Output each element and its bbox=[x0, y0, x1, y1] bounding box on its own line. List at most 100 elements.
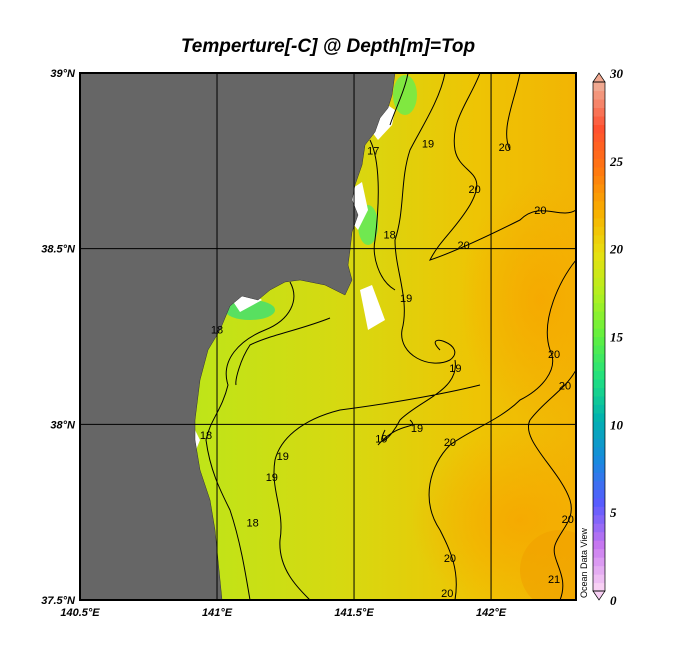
colorbar: 0 5 10 15 20 25 30 bbox=[592, 66, 624, 608]
colorbar-segment bbox=[593, 132, 605, 142]
y-tick-label: 39°N bbox=[50, 68, 76, 80]
colorbar-segment bbox=[593, 531, 605, 541]
warm-patch bbox=[520, 530, 576, 600]
colorbar-segment bbox=[593, 268, 605, 278]
colorbar-segment bbox=[593, 353, 605, 363]
contour-label: 19 bbox=[266, 472, 278, 484]
contour-label: 20 bbox=[444, 437, 456, 449]
colorbar-segment bbox=[593, 548, 605, 558]
contour-label: 20 bbox=[468, 184, 480, 196]
colorbar-segment bbox=[593, 395, 605, 405]
colorbar-segment bbox=[593, 251, 605, 261]
colorbar-segment bbox=[593, 82, 605, 92]
colorbar-segment bbox=[593, 361, 605, 372]
colorbar-tick-label: 30 bbox=[609, 66, 624, 81]
colorbar-segment bbox=[593, 183, 605, 193]
cool-patch bbox=[393, 75, 417, 115]
colorbar-segment bbox=[593, 328, 605, 338]
contour-label: 21 bbox=[548, 574, 560, 586]
colorbar-segment bbox=[593, 124, 605, 134]
colorbar-segment bbox=[593, 480, 605, 490]
contour-label: 20 bbox=[562, 514, 574, 526]
contour-label: 18 bbox=[200, 430, 212, 442]
colorbar-segment bbox=[593, 209, 605, 219]
colorbar-segment bbox=[593, 285, 605, 295]
y-tick-label: 38°N bbox=[50, 419, 76, 431]
colorbar-segment bbox=[593, 429, 605, 439]
colorbar-max-arrow bbox=[592, 72, 606, 83]
contour-label: 19 bbox=[277, 451, 289, 463]
colorbar-segment bbox=[593, 166, 605, 176]
colorbar-segment bbox=[593, 421, 605, 431]
colorbar-tick-label: 5 bbox=[610, 505, 617, 520]
colorbar-tick-label: 0 bbox=[610, 593, 617, 608]
colorbar-segment bbox=[593, 506, 605, 516]
colorbar-segment bbox=[593, 489, 605, 499]
colorbar-segment bbox=[593, 523, 605, 533]
y-tick-label: 38.5°N bbox=[41, 244, 76, 256]
map-title: Temperture[-C] @ Depth[m]=Top bbox=[180, 36, 476, 57]
colorbar-segment bbox=[593, 557, 605, 567]
colorbar-segment bbox=[593, 277, 605, 287]
contour-label: 19 bbox=[449, 363, 461, 375]
colorbar-segment bbox=[593, 175, 605, 185]
colorbar-segment bbox=[593, 497, 605, 507]
axis-ticks: 140.5°E 141°E 141.5°E 142°E 39°N 38.5°N 38°N 37… bbox=[41, 68, 507, 619]
contour-label: 19 bbox=[400, 293, 412, 305]
odv-watermark: Ocean Data View bbox=[579, 528, 589, 598]
contour-label: 20 bbox=[534, 205, 546, 217]
colorbar-tick-label: 25 bbox=[609, 154, 624, 169]
colorbar-min-arrow bbox=[592, 590, 606, 601]
contour-label: 20 bbox=[499, 142, 511, 154]
colorbar-segment bbox=[593, 226, 605, 236]
colorbar-segment bbox=[593, 344, 605, 355]
colorbar-segment bbox=[593, 234, 605, 244]
colorbar-segment bbox=[593, 311, 605, 321]
contour-label: 20 bbox=[548, 349, 560, 361]
colorbar-segment bbox=[593, 472, 605, 482]
colorbar-tick-label: 20 bbox=[609, 242, 624, 257]
colorbar-segment bbox=[593, 370, 605, 380]
colorbar-segment bbox=[593, 243, 605, 253]
colorbar-segment bbox=[593, 565, 605, 575]
colorbar-segment bbox=[593, 319, 605, 329]
colorbar-segment bbox=[593, 574, 605, 584]
contour-label: 20 bbox=[559, 381, 571, 393]
contour-label: 20 bbox=[458, 240, 470, 252]
colorbar-segment bbox=[593, 217, 605, 227]
colorbar-segment bbox=[593, 115, 605, 126]
colorbar-segment bbox=[593, 141, 605, 151]
colorbar-segment bbox=[593, 200, 605, 210]
x-tick-label: 141°E bbox=[202, 607, 233, 619]
colorbar-segment bbox=[593, 260, 605, 270]
contour-label: 19 bbox=[375, 433, 387, 445]
y-tick-label: 37.5°N bbox=[41, 595, 76, 607]
colorbar-segment bbox=[593, 378, 605, 388]
land-mass bbox=[79, 72, 396, 601]
colorbar-segment bbox=[593, 192, 605, 202]
contour-label: 20 bbox=[441, 588, 453, 600]
contour-label: 19 bbox=[411, 423, 423, 435]
colorbar-segment bbox=[593, 438, 605, 448]
colorbar-segment bbox=[593, 463, 605, 473]
colorbar-segment bbox=[593, 412, 605, 422]
x-tick-label: 142°E bbox=[476, 607, 507, 619]
colorbar-segment bbox=[593, 158, 605, 168]
contour-label: 19 bbox=[422, 138, 434, 150]
colorbar-tick-label: 15 bbox=[610, 330, 624, 345]
contour-label: 18 bbox=[247, 518, 259, 530]
contour-label: 20 bbox=[444, 553, 456, 565]
x-tick-label: 141.5°E bbox=[334, 607, 374, 619]
colorbar-segment bbox=[593, 446, 605, 456]
contour-label: 17 bbox=[367, 145, 379, 157]
colorbar-frame bbox=[592, 81, 606, 592]
colorbar-segment bbox=[593, 98, 605, 109]
colorbar-tick-label: 10 bbox=[610, 417, 624, 432]
colorbar-segment bbox=[593, 336, 605, 346]
warm-patch bbox=[460, 180, 576, 420]
colorbar-segment bbox=[593, 387, 605, 397]
plot-frame bbox=[79, 72, 577, 601]
